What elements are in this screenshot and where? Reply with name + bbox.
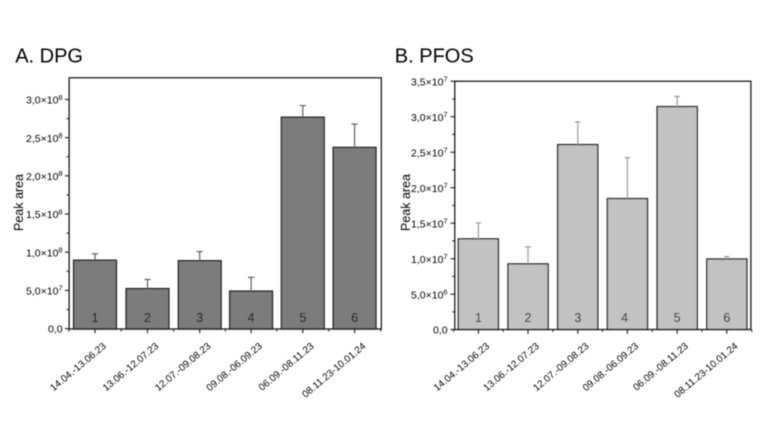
svg-text:1: 1 [92, 311, 99, 325]
svg-text:2,0×107: 2,0×107 [411, 181, 448, 195]
svg-text:5: 5 [674, 311, 681, 325]
svg-text:5,0×107: 5,0×107 [26, 284, 63, 298]
svg-text:4: 4 [248, 311, 255, 325]
svg-text:1,0×108: 1,0×108 [26, 245, 63, 259]
svg-text:0,0: 0,0 [48, 324, 63, 336]
svg-text:2,5×107: 2,5×107 [411, 146, 448, 160]
svg-text:3,0×107: 3,0×107 [411, 110, 448, 124]
svg-text:2: 2 [144, 311, 151, 325]
svg-text:2,0×108: 2,0×108 [26, 169, 63, 183]
svg-text:3,5×107: 3,5×107 [411, 75, 448, 89]
svg-text:1: 1 [475, 311, 482, 325]
svg-text:6: 6 [351, 311, 358, 325]
svg-text:6: 6 [723, 311, 730, 325]
svg-text:1,5×108: 1,5×108 [26, 207, 63, 221]
svg-text:A. DPG: A. DPG [15, 45, 83, 67]
svg-text:1,5×107: 1,5×107 [411, 217, 448, 231]
svg-text:5: 5 [299, 311, 306, 325]
svg-text:2: 2 [525, 311, 532, 325]
svg-text:Peak area: Peak area [12, 174, 26, 231]
svg-text:B. PFOS: B. PFOS [395, 45, 474, 67]
svg-text:3: 3 [574, 311, 581, 325]
svg-text:4: 4 [621, 311, 628, 325]
svg-text:0,0: 0,0 [433, 325, 448, 337]
svg-text:Peak area: Peak area [399, 174, 413, 231]
svg-text:1,0×107: 1,0×107 [411, 252, 448, 266]
svg-text:3: 3 [196, 311, 203, 325]
svg-text:5,0×106: 5,0×106 [411, 288, 448, 302]
svg-text:2,5×108: 2,5×108 [26, 131, 63, 145]
svg-text:3,0×108: 3,0×108 [26, 93, 63, 107]
